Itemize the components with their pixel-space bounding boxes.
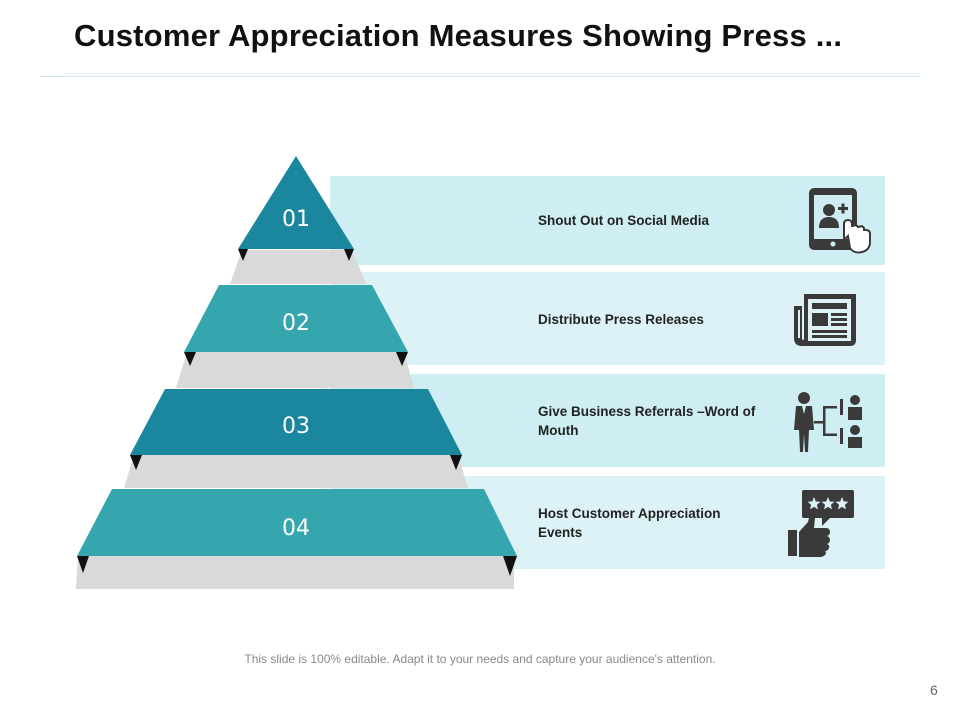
tier-2-right-notch [396,352,408,366]
tier-3-right-notch [450,455,462,470]
page-number: 6 [930,682,938,698]
tier-3-number: 03 [282,414,310,439]
pyramid-gap-1 [230,250,366,284]
title-underline-light [64,73,919,74]
pyramid-gap-2 [176,352,414,388]
pyramid-tier-3 [130,389,462,455]
slide-title: Customer Appreciation Measures Showing P… [74,18,843,53]
level-2-label: Distribute Press Releases [538,312,704,327]
level-4-label: Host Customer Appreciation Events [538,506,721,540]
band-level-1 [330,176,885,265]
tier-1-right-notch [344,249,354,261]
level-1-label: Shout Out on Social Media [538,213,710,228]
title-underline [40,76,920,77]
pyramid-base-gray [76,556,514,589]
tablet-touch-icon [809,188,871,254]
tier-3-left-notch [130,455,142,470]
tier-4-number: 04 [282,516,310,541]
tier-4-left-notch [77,556,89,573]
band-level-2 [330,272,885,365]
pyramid-tier-4 [77,489,517,556]
level-3-label: Give Business Referrals –Word of Mouth [538,404,756,438]
pyramid-tier-1 [238,156,354,249]
thumbs-up-rating-icon [788,490,854,557]
tier-2-left-notch [184,352,196,366]
tier-2-number: 02 [282,311,310,336]
newspaper-icon [794,294,856,346]
pyramid-tier-2 [184,285,408,352]
pyramid-gap-3 [124,455,468,488]
tier-4-right-notch [503,556,517,576]
tier-1-left-notch [238,249,248,261]
referral-icon [794,392,862,452]
slide-footer: This slide is 100% editable. Adapt it to… [244,652,716,666]
tier-1-number: 01 [282,207,310,232]
